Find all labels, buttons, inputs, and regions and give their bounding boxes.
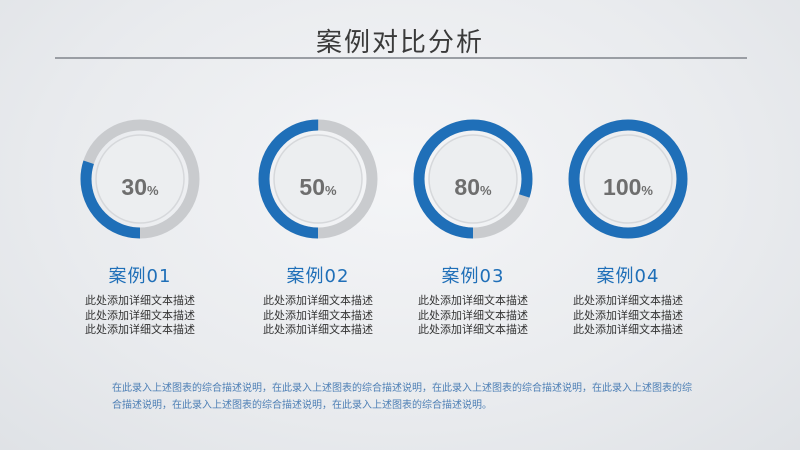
percent-sign: %	[325, 182, 337, 198]
progress-ring-inner	[95, 134, 185, 224]
progress-ring-container: 100%	[548, 118, 708, 256]
percent-label: 100%	[548, 118, 708, 256]
progress-ring-inner	[273, 134, 363, 224]
percent-sign: %	[480, 182, 492, 198]
case-title: 案例02	[286, 266, 350, 287]
percent-label: 30%	[60, 118, 220, 256]
case-description: 此处添加详细文本描述此处添加详细文本描述此处添加详细文本描述	[418, 294, 528, 336]
case-card: 30% 案例01 此处添加详细文本描述此处添加详细文本描述此处添加详细文本描述	[60, 118, 220, 338]
page-title: 案例对比分析	[315, 28, 484, 58]
percent-value: 50	[299, 173, 326, 200]
case-title: 案例03	[441, 266, 505, 287]
progress-ring-inner	[428, 134, 518, 224]
case-title: 案例01	[108, 266, 172, 287]
percent-value: 100	[603, 173, 642, 200]
case-description: 此处添加详细文本描述此处添加详细文本描述此处添加详细文本描述	[85, 294, 195, 336]
percent-value: 30	[121, 173, 148, 200]
summary-text: 在此录入上述图表的综合描述说明，在此录入上述图表的综合描述说明，在此录入上述图表…	[112, 383, 692, 411]
progress-ring	[258, 119, 378, 239]
progress-ring-arc	[80, 119, 200, 239]
case-card: 50% 案例02 此处添加详细文本描述此处添加详细文本描述此处添加详细文本描述	[238, 118, 398, 338]
case-title: 案例04	[596, 266, 660, 287]
progress-ring-container: 30%	[60, 118, 220, 256]
percent-label: 80%	[393, 118, 553, 256]
progress-ring-container: 80%	[393, 118, 553, 256]
progress-ring-container: 50%	[238, 118, 398, 256]
progress-ring	[413, 119, 533, 239]
percent-sign: %	[147, 182, 159, 198]
percent-sign: %	[641, 182, 653, 198]
percent-label: 50%	[238, 118, 398, 256]
progress-ring	[80, 119, 200, 239]
title-divider	[55, 57, 747, 59]
progress-ring-arc	[258, 119, 378, 239]
case-description: 此处添加详细文本描述此处添加详细文本描述此处添加详细文本描述	[573, 294, 683, 336]
progress-ring-arc	[568, 119, 688, 239]
progress-ring	[568, 119, 688, 239]
case-card: 80% 案例03 此处添加详细文本描述此处添加详细文本描述此处添加详细文本描述	[393, 118, 553, 338]
case-description: 此处添加详细文本描述此处添加详细文本描述此处添加详细文本描述	[263, 294, 373, 336]
progress-ring-arc	[413, 119, 533, 239]
case-card: 100% 案例04 此处添加详细文本描述此处添加详细文本描述此处添加详细文本描述	[548, 118, 708, 338]
progress-ring-inner	[583, 134, 673, 224]
percent-value: 80	[454, 173, 481, 200]
